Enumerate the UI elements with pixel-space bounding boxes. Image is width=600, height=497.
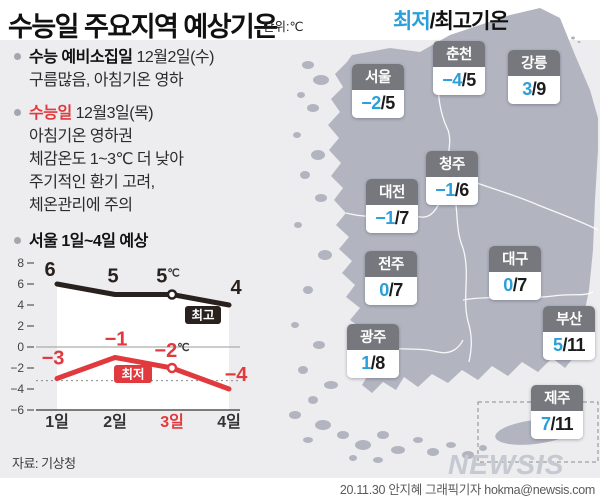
city-temps: 0/7 bbox=[489, 272, 541, 300]
city-label-daejeon: 대전 −1/7 bbox=[366, 179, 418, 233]
city-temps: 5/11 bbox=[543, 332, 595, 360]
note-line: 아침기온 영하권 bbox=[29, 128, 133, 145]
city-name: 서울 bbox=[352, 64, 404, 90]
svg-text:5℃: 5℃ bbox=[156, 266, 179, 288]
city-name: 대구 bbox=[489, 246, 541, 272]
city-label-busan: 부산 5/11 bbox=[543, 306, 595, 360]
city-label-daegu: 대구 0/7 bbox=[489, 246, 541, 300]
city-name: 제주 bbox=[531, 385, 583, 411]
city-temps: −1/7 bbox=[366, 205, 418, 233]
bullet-icon bbox=[14, 53, 21, 60]
svg-text:4: 4 bbox=[17, 298, 24, 312]
svg-text:−3: −3 bbox=[42, 348, 65, 370]
note-date: 12월2일(수) bbox=[136, 49, 214, 66]
city-name: 강릉 bbox=[508, 50, 560, 76]
note-label: 수능 예비소집일 bbox=[29, 49, 133, 66]
city-name: 청주 bbox=[426, 151, 478, 177]
svg-text:1일: 1일 bbox=[45, 413, 69, 431]
note-label: 수능일 bbox=[29, 105, 72, 122]
note-line: 주기적인 환기 고려, bbox=[29, 174, 155, 191]
note-date: 12월3일(목) bbox=[75, 105, 154, 122]
city-name: 부산 bbox=[543, 306, 595, 332]
city-temps: −2/5 bbox=[352, 90, 404, 118]
city-temps: 7/11 bbox=[531, 411, 583, 439]
svg-text:−4: −4 bbox=[225, 364, 249, 386]
svg-text:4일: 4일 bbox=[217, 413, 241, 431]
svg-text:0: 0 bbox=[17, 340, 24, 354]
notes-list: 수능 예비소집일 12월2일(수) 구름많음, 아침기온 영하 수능일 12월3… bbox=[12, 46, 280, 263]
chart-title: 서울 1일~4일 예상 bbox=[29, 233, 148, 250]
svg-text:6: 6 bbox=[44, 259, 55, 281]
bullet-icon bbox=[14, 109, 21, 116]
city-label-gangneung: 강릉 3/9 bbox=[508, 50, 560, 104]
svg-text:−1: −1 bbox=[105, 329, 128, 351]
note-line: 구름많음, 아침기온 영하 bbox=[29, 72, 184, 89]
svg-text:2일: 2일 bbox=[103, 413, 127, 431]
svg-text:−2: −2 bbox=[10, 361, 24, 375]
city-label-jeonju: 전주 0/7 bbox=[365, 251, 417, 305]
city-temps: 3/9 bbox=[508, 76, 560, 104]
islands bbox=[289, 36, 581, 463]
chart-heading: 서울 1일~4일 예상 bbox=[12, 230, 280, 253]
svg-text:8: 8 bbox=[17, 256, 24, 270]
page-title: 수능일 주요지역 예상기온 bbox=[8, 12, 278, 42]
svg-text:−4: −4 bbox=[10, 382, 24, 396]
svg-text:최저: 최저 bbox=[121, 367, 144, 382]
svg-text:3일: 3일 bbox=[160, 413, 184, 431]
data-source: 자료: 기상청 bbox=[12, 456, 76, 471]
city-temps: 0/7 bbox=[365, 277, 417, 305]
svg-text:6: 6 bbox=[17, 277, 24, 291]
city-temps: 1/8 bbox=[347, 350, 399, 378]
svg-text:4: 4 bbox=[230, 277, 242, 299]
city-label-seoul: 서울 −2/5 bbox=[352, 64, 404, 118]
city-name: 대전 bbox=[366, 179, 418, 205]
svg-text:2: 2 bbox=[17, 319, 24, 333]
bullet-icon bbox=[14, 237, 21, 244]
city-temps: −1/6 bbox=[426, 177, 478, 205]
note-pre-exam-day: 수능 예비소집일 12월2일(수) 구름많음, 아침기온 영하 bbox=[12, 46, 280, 92]
city-label-cheongju: 청주 −1/6 bbox=[426, 151, 478, 205]
map-legend: 최저/최고기온 bbox=[393, 10, 509, 33]
unit-label: 단위:℃ bbox=[263, 20, 304, 34]
city-label-gwangju: 광주 1/8 bbox=[347, 324, 399, 378]
city-name: 춘천 bbox=[433, 41, 485, 67]
city-label-jeju: 제주 7/11 bbox=[531, 385, 583, 439]
note-line: 체감온도 1~3℃ 더 낮아 bbox=[29, 151, 184, 168]
svg-text:5: 5 bbox=[107, 266, 118, 288]
city-temps: −4/5 bbox=[433, 67, 485, 95]
svg-text:최고: 최고 bbox=[191, 308, 215, 323]
city-name: 전주 bbox=[365, 251, 417, 277]
credit-line: 20.11.30 안지혜 그래픽기자 hokma@newsis.com bbox=[339, 483, 595, 497]
newsis-logo: NEWSIS bbox=[448, 449, 565, 480]
note-line: 체온관리에 주의 bbox=[29, 197, 133, 214]
note-exam-day: 수능일 12월3일(목) 아침기온 영하권 체감온도 1~3℃ 더 낮아 주기적… bbox=[12, 102, 280, 217]
city-label-chuncheon: 춘천 −4/5 bbox=[433, 41, 485, 95]
svg-text:−6: −6 bbox=[10, 403, 24, 417]
city-name: 광주 bbox=[347, 324, 399, 350]
korea-map: 서울 −2/5 춘천 −4/5 강릉 3/9 청주 −1/6 대전 −1/7 전… bbox=[283, 0, 600, 478]
